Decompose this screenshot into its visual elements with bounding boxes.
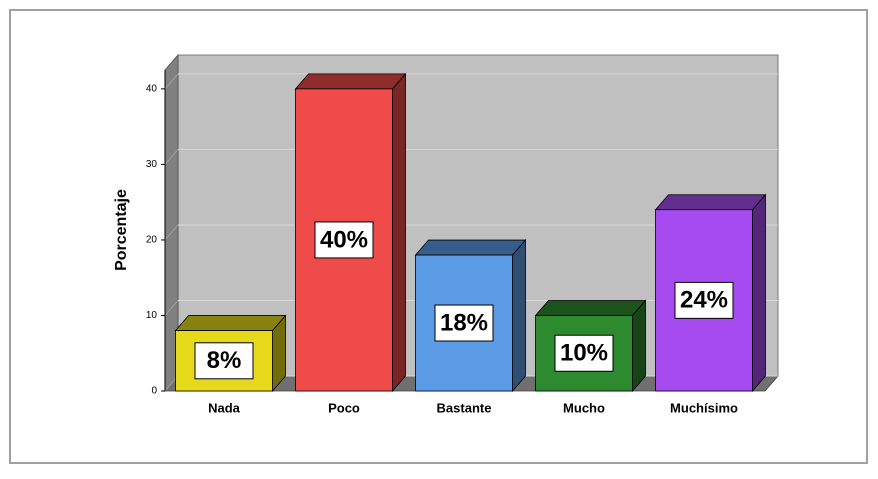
value-label: 10% xyxy=(560,340,608,367)
grid-line xyxy=(164,300,179,316)
bar-side xyxy=(512,238,526,393)
y-tick-label: 30 xyxy=(146,159,158,170)
y-tick-label: 10 xyxy=(146,310,158,321)
bar-side xyxy=(752,193,766,393)
x-tick-label: Nada xyxy=(208,400,241,415)
value-label-box xyxy=(194,342,254,380)
value-label: 18% xyxy=(440,309,488,336)
bar-top xyxy=(414,239,527,256)
value-label: 40% xyxy=(320,226,368,253)
value-label: 24% xyxy=(680,287,728,314)
value-label: 8% xyxy=(207,347,242,374)
x-tick-label: Poco xyxy=(328,400,360,415)
x-tick-label: Muchísimo xyxy=(670,400,738,415)
x-tick-label: Bastante xyxy=(437,400,492,415)
y-tick-label: 0 xyxy=(151,386,157,397)
bar-top xyxy=(534,300,647,316)
value-label-box xyxy=(434,304,494,342)
grid-line xyxy=(164,224,179,241)
bar-top xyxy=(654,194,767,211)
bar-side xyxy=(392,72,406,393)
y-tick-label: 20 xyxy=(146,235,158,246)
bar-top xyxy=(294,73,407,90)
x-tick-label: Mucho xyxy=(563,400,605,415)
bar-top xyxy=(174,315,287,331)
value-label-box xyxy=(314,221,374,259)
grid-line xyxy=(164,149,179,165)
y-axis-label: Porcentaje xyxy=(113,189,130,271)
value-label-box xyxy=(674,281,734,319)
grid-line xyxy=(164,73,179,90)
bar-side xyxy=(632,299,646,393)
y-tick-label: 40 xyxy=(146,84,158,95)
value-label-box xyxy=(554,334,614,372)
